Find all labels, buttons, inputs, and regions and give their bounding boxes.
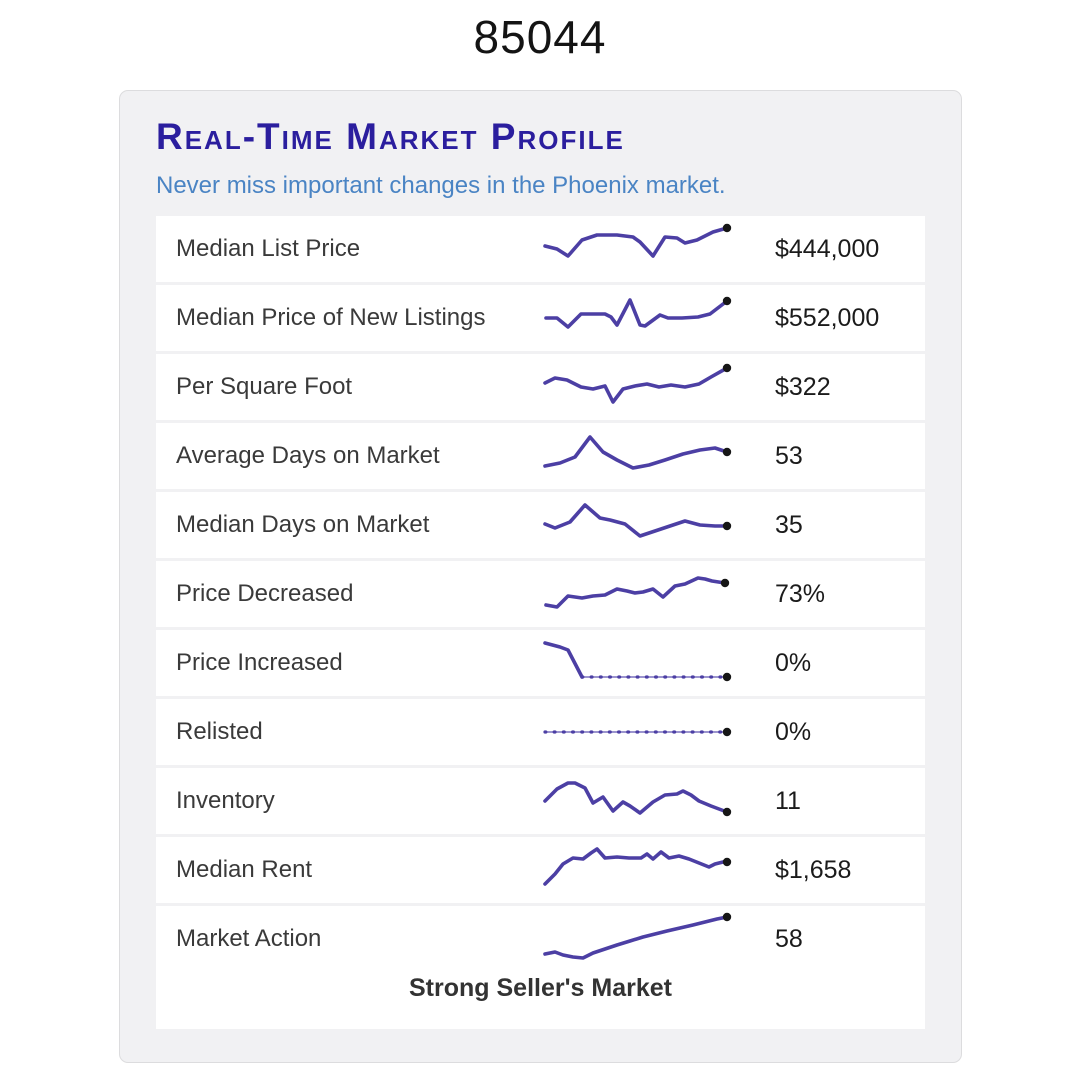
latest-point-dot bbox=[722, 223, 732, 233]
metric-label: Price Increased bbox=[176, 649, 343, 676]
metric-value: $322 bbox=[775, 372, 831, 401]
metric-label: Median List Price bbox=[176, 235, 361, 262]
market-profile-card: Real-Time Market Profile Never miss impo… bbox=[119, 90, 962, 1063]
metric-row: Average Days on Market 53 bbox=[156, 423, 925, 489]
latest-point-dot bbox=[722, 363, 732, 373]
market-action-block: Market Action 58 Strong Seller's Market bbox=[156, 906, 925, 1029]
trend-sparkline bbox=[543, 503, 732, 538]
latest-point-dot bbox=[722, 912, 732, 922]
latest-point-dot bbox=[722, 807, 732, 817]
metric-value: 0% bbox=[775, 648, 812, 677]
metric-label: Relisted bbox=[176, 718, 263, 745]
metric-label: Median Price of New Listings bbox=[176, 304, 486, 331]
metric-value: 53 bbox=[775, 441, 803, 470]
metric-label: Per Square Foot bbox=[176, 373, 353, 400]
metric-row: Price Increased 0% bbox=[156, 630, 925, 696]
metric-row: Price Decreased 73% bbox=[156, 561, 925, 627]
trend-sparkline bbox=[543, 435, 732, 470]
metric-value: 35 bbox=[775, 510, 803, 539]
card-subtitle: Never miss important changes in the Phoe… bbox=[156, 172, 726, 199]
market-status-text: Strong Seller's Market bbox=[409, 974, 672, 1002]
metric-row: Median Rent $1,658 bbox=[156, 837, 925, 903]
metric-value: 11 bbox=[775, 786, 801, 815]
metric-row: Median List Price $444,000 bbox=[156, 216, 925, 282]
metric-value: $444,000 bbox=[775, 234, 880, 263]
metric-value: 0% bbox=[775, 717, 812, 746]
metric-value: $1,658 bbox=[775, 855, 852, 884]
latest-point-dot bbox=[722, 672, 732, 682]
latest-point-dot bbox=[722, 447, 732, 457]
latest-point-dot bbox=[722, 857, 732, 867]
metric-label: Inventory bbox=[176, 787, 275, 814]
latest-point-dot bbox=[720, 578, 730, 588]
latest-point-dot bbox=[722, 727, 732, 737]
trend-sparkline bbox=[544, 296, 732, 329]
trend-sparkline bbox=[544, 576, 730, 609]
trend-sparkline bbox=[543, 363, 732, 404]
metric-label: Average Days on Market bbox=[176, 442, 440, 469]
metric-row: Per Square Foot $322 bbox=[156, 354, 925, 420]
latest-point-dot bbox=[722, 296, 732, 306]
card-title: Real-Time Market Profile bbox=[156, 116, 625, 157]
trend-sparkline bbox=[543, 641, 732, 682]
trend-sparkline bbox=[543, 912, 732, 960]
metric-value: 58 bbox=[775, 924, 803, 953]
metric-row: Relisted 0% bbox=[156, 699, 925, 765]
trend-sparkline bbox=[543, 781, 732, 817]
latest-point-dot bbox=[722, 521, 732, 531]
metric-value: $552,000 bbox=[775, 303, 880, 332]
metric-row: Median Price of New Listings $552,000 bbox=[156, 285, 925, 351]
metric-label: Median Rent bbox=[176, 856, 313, 883]
page-title-zip: 85044 bbox=[473, 11, 607, 63]
trend-sparkline bbox=[543, 223, 732, 258]
metric-row: Market Action 58 bbox=[156, 906, 925, 972]
trend-sparkline bbox=[543, 727, 732, 737]
metric-row: Inventory 11 bbox=[156, 768, 925, 834]
metric-label: Median Days on Market bbox=[176, 511, 430, 538]
metric-row: Median Days on Market 35 bbox=[156, 492, 925, 558]
trend-sparkline bbox=[543, 847, 732, 886]
metric-value: 73% bbox=[775, 579, 826, 608]
metric-label: Price Decreased bbox=[176, 580, 354, 607]
metric-label: Market Action bbox=[176, 925, 322, 952]
metrics-table: Median List Price $444,000 Median Price of… bbox=[156, 216, 925, 1029]
